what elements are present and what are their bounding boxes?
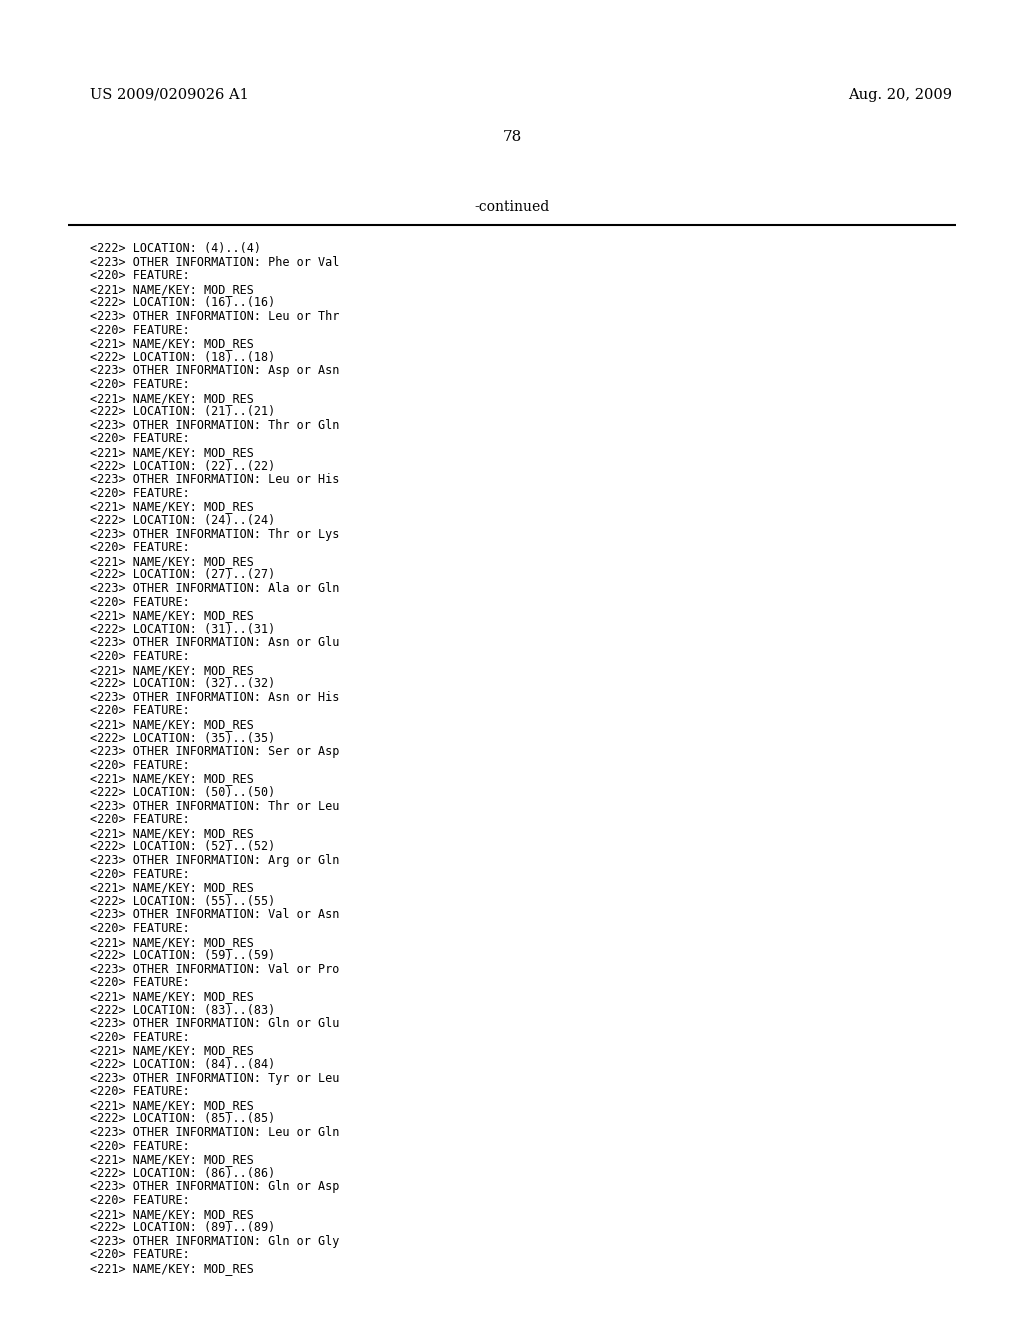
Text: <221> NAME/KEY: MOD_RES: <221> NAME/KEY: MOD_RES — [90, 1098, 254, 1111]
Text: <221> NAME/KEY: MOD_RES: <221> NAME/KEY: MOD_RES — [90, 337, 254, 350]
Text: <220> FEATURE:: <220> FEATURE: — [90, 867, 189, 880]
Text: <222> LOCATION: (50)..(50): <222> LOCATION: (50)..(50) — [90, 785, 275, 799]
Text: <220> FEATURE:: <220> FEATURE: — [90, 541, 189, 554]
Text: <222> LOCATION: (35)..(35): <222> LOCATION: (35)..(35) — [90, 731, 275, 744]
Text: <223> OTHER INFORMATION: Thr or Lys: <223> OTHER INFORMATION: Thr or Lys — [90, 528, 339, 541]
Text: <223> OTHER INFORMATION: Phe or Val: <223> OTHER INFORMATION: Phe or Val — [90, 256, 339, 268]
Text: <223> OTHER INFORMATION: Thr or Leu: <223> OTHER INFORMATION: Thr or Leu — [90, 800, 339, 813]
Text: <223> OTHER INFORMATION: Leu or His: <223> OTHER INFORMATION: Leu or His — [90, 473, 339, 486]
Text: <223> OTHER INFORMATION: Arg or Gln: <223> OTHER INFORMATION: Arg or Gln — [90, 854, 339, 867]
Text: <221> NAME/KEY: MOD_RES: <221> NAME/KEY: MOD_RES — [90, 936, 254, 949]
Text: <223> OTHER INFORMATION: Leu or Thr: <223> OTHER INFORMATION: Leu or Thr — [90, 310, 339, 323]
Text: <221> NAME/KEY: MOD_RES: <221> NAME/KEY: MOD_RES — [90, 882, 254, 894]
Text: <223> OTHER INFORMATION: Val or Pro: <223> OTHER INFORMATION: Val or Pro — [90, 962, 339, 975]
Text: <221> NAME/KEY: MOD_RES: <221> NAME/KEY: MOD_RES — [90, 718, 254, 731]
Text: <222> LOCATION: (22)..(22): <222> LOCATION: (22)..(22) — [90, 459, 275, 473]
Text: <223> OTHER INFORMATION: Asn or His: <223> OTHER INFORMATION: Asn or His — [90, 690, 339, 704]
Text: <222> LOCATION: (89)..(89): <222> LOCATION: (89)..(89) — [90, 1221, 275, 1234]
Text: <223> OTHER INFORMATION: Thr or Gln: <223> OTHER INFORMATION: Thr or Gln — [90, 418, 339, 432]
Text: <220> FEATURE:: <220> FEATURE: — [90, 595, 189, 609]
Text: <222> LOCATION: (18)..(18): <222> LOCATION: (18)..(18) — [90, 351, 275, 364]
Text: <222> LOCATION: (21)..(21): <222> LOCATION: (21)..(21) — [90, 405, 275, 418]
Text: <222> LOCATION: (84)..(84): <222> LOCATION: (84)..(84) — [90, 1059, 275, 1071]
Text: <221> NAME/KEY: MOD_RES: <221> NAME/KEY: MOD_RES — [90, 826, 254, 840]
Text: <222> LOCATION: (59)..(59): <222> LOCATION: (59)..(59) — [90, 949, 275, 962]
Text: <220> FEATURE:: <220> FEATURE: — [90, 813, 189, 826]
Text: <221> NAME/KEY: MOD_RES: <221> NAME/KEY: MOD_RES — [90, 446, 254, 459]
Text: <223> OTHER INFORMATION: Tyr or Leu: <223> OTHER INFORMATION: Tyr or Leu — [90, 1072, 339, 1085]
Text: <220> FEATURE:: <220> FEATURE: — [90, 1249, 189, 1262]
Text: <220> FEATURE:: <220> FEATURE: — [90, 1085, 189, 1098]
Text: <223> OTHER INFORMATION: Gln or Asp: <223> OTHER INFORMATION: Gln or Asp — [90, 1180, 339, 1193]
Text: <221> NAME/KEY: MOD_RES: <221> NAME/KEY: MOD_RES — [90, 610, 254, 622]
Text: <220> FEATURE:: <220> FEATURE: — [90, 759, 189, 772]
Text: <222> LOCATION: (83)..(83): <222> LOCATION: (83)..(83) — [90, 1003, 275, 1016]
Text: <220> FEATURE:: <220> FEATURE: — [90, 269, 189, 282]
Text: <221> NAME/KEY: MOD_RES: <221> NAME/KEY: MOD_RES — [90, 772, 254, 785]
Text: <221> NAME/KEY: MOD_RES: <221> NAME/KEY: MOD_RES — [90, 1044, 254, 1057]
Text: <222> LOCATION: (27)..(27): <222> LOCATION: (27)..(27) — [90, 569, 275, 581]
Text: <223> OTHER INFORMATION: Asp or Asn: <223> OTHER INFORMATION: Asp or Asn — [90, 364, 339, 378]
Text: <220> FEATURE:: <220> FEATURE: — [90, 378, 189, 391]
Text: <222> LOCATION: (85)..(85): <222> LOCATION: (85)..(85) — [90, 1113, 275, 1126]
Text: <223> OTHER INFORMATION: Asn or Glu: <223> OTHER INFORMATION: Asn or Glu — [90, 636, 339, 649]
Text: <220> FEATURE:: <220> FEATURE: — [90, 487, 189, 500]
Text: <222> LOCATION: (86)..(86): <222> LOCATION: (86)..(86) — [90, 1167, 275, 1180]
Text: <222> LOCATION: (24)..(24): <222> LOCATION: (24)..(24) — [90, 513, 275, 527]
Text: <222> LOCATION: (55)..(55): <222> LOCATION: (55)..(55) — [90, 895, 275, 908]
Text: <221> NAME/KEY: MOD_RES: <221> NAME/KEY: MOD_RES — [90, 282, 254, 296]
Text: <220> FEATURE:: <220> FEATURE: — [90, 1031, 189, 1044]
Text: <221> NAME/KEY: MOD_RES: <221> NAME/KEY: MOD_RES — [90, 664, 254, 677]
Text: <221> NAME/KEY: MOD_RES: <221> NAME/KEY: MOD_RES — [90, 990, 254, 1003]
Text: <223> OTHER INFORMATION: Ala or Gln: <223> OTHER INFORMATION: Ala or Gln — [90, 582, 339, 595]
Text: <223> OTHER INFORMATION: Ser or Asp: <223> OTHER INFORMATION: Ser or Asp — [90, 746, 339, 758]
Text: 78: 78 — [503, 129, 521, 144]
Text: <223> OTHER INFORMATION: Gln or Gly: <223> OTHER INFORMATION: Gln or Gly — [90, 1234, 339, 1247]
Text: <220> FEATURE:: <220> FEATURE: — [90, 921, 189, 935]
Text: <220> FEATURE:: <220> FEATURE: — [90, 323, 189, 337]
Text: <221> NAME/KEY: MOD_RES: <221> NAME/KEY: MOD_RES — [90, 1154, 254, 1166]
Text: US 2009/0209026 A1: US 2009/0209026 A1 — [90, 88, 249, 102]
Text: <223> OTHER INFORMATION: Leu or Gln: <223> OTHER INFORMATION: Leu or Gln — [90, 1126, 339, 1139]
Text: <220> FEATURE:: <220> FEATURE: — [90, 433, 189, 445]
Text: <221> NAME/KEY: MOD_RES: <221> NAME/KEY: MOD_RES — [90, 1208, 254, 1221]
Text: <222> LOCATION: (32)..(32): <222> LOCATION: (32)..(32) — [90, 677, 275, 690]
Text: <220> FEATURE:: <220> FEATURE: — [90, 1139, 189, 1152]
Text: <223> OTHER INFORMATION: Gln or Glu: <223> OTHER INFORMATION: Gln or Glu — [90, 1018, 339, 1030]
Text: <220> FEATURE:: <220> FEATURE: — [90, 705, 189, 717]
Text: <221> NAME/KEY: MOD_RES: <221> NAME/KEY: MOD_RES — [90, 1262, 254, 1275]
Text: <222> LOCATION: (52)..(52): <222> LOCATION: (52)..(52) — [90, 841, 275, 854]
Text: <221> NAME/KEY: MOD_RES: <221> NAME/KEY: MOD_RES — [90, 500, 254, 513]
Text: <220> FEATURE:: <220> FEATURE: — [90, 977, 189, 990]
Text: <220> FEATURE:: <220> FEATURE: — [90, 1195, 189, 1206]
Text: -continued: -continued — [474, 201, 550, 214]
Text: <222> LOCATION: (16)..(16): <222> LOCATION: (16)..(16) — [90, 297, 275, 309]
Text: <221> NAME/KEY: MOD_RES: <221> NAME/KEY: MOD_RES — [90, 392, 254, 405]
Text: <222> LOCATION: (4)..(4): <222> LOCATION: (4)..(4) — [90, 242, 261, 255]
Text: <220> FEATURE:: <220> FEATURE: — [90, 649, 189, 663]
Text: <221> NAME/KEY: MOD_RES: <221> NAME/KEY: MOD_RES — [90, 554, 254, 568]
Text: Aug. 20, 2009: Aug. 20, 2009 — [848, 88, 952, 102]
Text: <223> OTHER INFORMATION: Val or Asn: <223> OTHER INFORMATION: Val or Asn — [90, 908, 339, 921]
Text: <222> LOCATION: (31)..(31): <222> LOCATION: (31)..(31) — [90, 623, 275, 636]
